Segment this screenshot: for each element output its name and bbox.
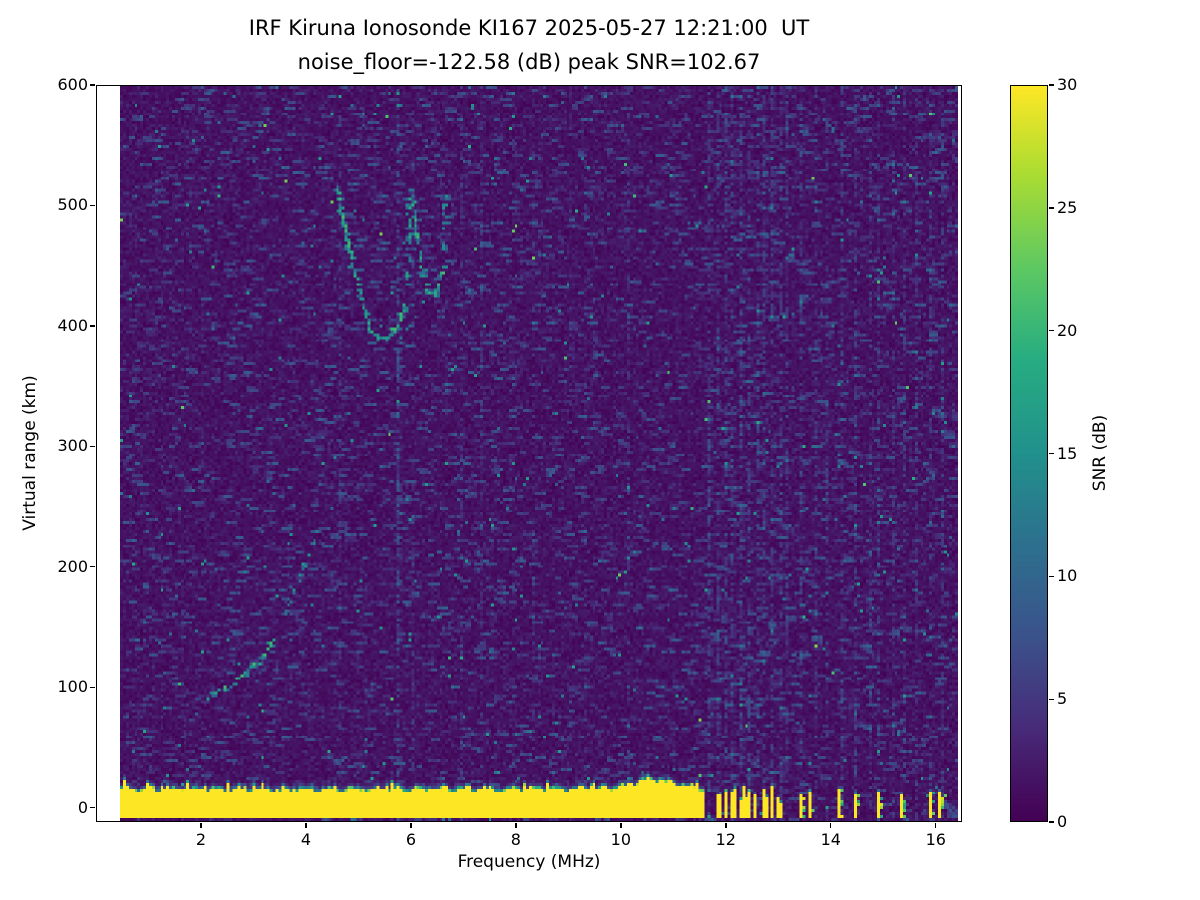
colorbar xyxy=(1010,85,1048,822)
y-tick-label: 300 xyxy=(57,436,88,456)
x-tick-label: 14 xyxy=(820,830,841,849)
x-tick-mark xyxy=(410,823,412,828)
colorbar-tick-mark xyxy=(1049,84,1054,86)
y-tick-label: 500 xyxy=(57,195,88,215)
x-tick-mark xyxy=(935,823,937,828)
y-tick-label: 400 xyxy=(57,315,88,335)
colorbar-tick-mark xyxy=(1049,698,1054,700)
x-tick-mark xyxy=(515,823,517,828)
x-tick-mark xyxy=(620,823,622,828)
colorbar-tick-mark xyxy=(1049,575,1054,578)
colorbar-tick-mark xyxy=(1049,207,1054,209)
x-tick-mark xyxy=(305,823,307,828)
x-tick-mark xyxy=(200,823,202,828)
x-tick-label: 2 xyxy=(195,830,207,849)
heatmap-plot xyxy=(96,85,962,822)
y-tick-mark xyxy=(90,806,95,809)
x-tick-label: 10 xyxy=(610,830,632,849)
x-tick-label: 16 xyxy=(925,830,946,849)
colorbar-tick-label: 0 xyxy=(1057,812,1068,831)
x-tick-label: 12 xyxy=(715,830,736,849)
chart-subtitle: noise_floor=-122.58 (dB) peak SNR=102.67 xyxy=(297,50,761,74)
x-tick-mark xyxy=(725,823,727,828)
colorbar-tick-label: 20 xyxy=(1057,320,1078,340)
y-tick-label: 600 xyxy=(57,75,88,94)
y-tick-mark xyxy=(90,566,95,568)
x-tick-label: 8 xyxy=(510,830,521,849)
y-tick-mark xyxy=(90,325,95,327)
colorbar-tick-label: 30 xyxy=(1057,75,1078,94)
heatmap-canvas xyxy=(97,86,961,821)
x-tick-mark xyxy=(830,823,832,828)
chart-title: IRF Kiruna Ionosonde KI167 2025-05-27 12… xyxy=(248,16,810,40)
colorbar-tick-mark xyxy=(1049,452,1054,455)
y-tick-label: 200 xyxy=(57,556,88,576)
x-tick-label: 6 xyxy=(405,830,416,849)
colorbar-label: SNR (dB) xyxy=(1090,414,1110,492)
colorbar-tick-mark xyxy=(1049,330,1054,332)
y-tick-label: 0 xyxy=(77,797,88,817)
y-tick-mark xyxy=(90,204,95,207)
colorbar-tick-label: 15 xyxy=(1057,443,1078,463)
y-tick-mark xyxy=(90,686,95,688)
colorbar-tick-mark xyxy=(1049,821,1054,823)
y-tick-mark xyxy=(90,445,95,447)
colorbar-tick-label: 25 xyxy=(1057,197,1078,217)
colorbar-tick-label: 5 xyxy=(1057,689,1068,709)
y-tick-label: 100 xyxy=(57,677,88,697)
colorbar-tick-label: 10 xyxy=(1057,566,1078,586)
y-axis-label: Virtual range (km) xyxy=(20,375,40,531)
x-tick-label: 4 xyxy=(300,830,312,849)
y-tick-mark xyxy=(90,84,95,86)
x-axis-label: Frequency (MHz) xyxy=(457,852,601,872)
colorbar-gradient xyxy=(1011,86,1047,821)
